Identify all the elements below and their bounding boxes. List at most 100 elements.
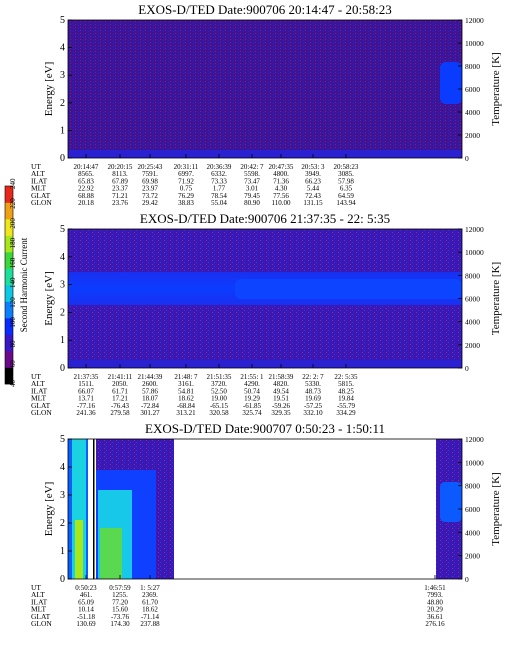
- table-row-label: ALT: [31, 379, 45, 388]
- table-cell: 21:44:39: [138, 373, 163, 381]
- y-right-tick-label: 2000: [465, 341, 480, 350]
- table-row-label: UT: [31, 372, 41, 381]
- table-cell: 20.29: [427, 606, 443, 614]
- table-cell: 4.30: [275, 185, 288, 193]
- table-row-label: ILAT: [31, 597, 48, 606]
- table-cell: 69.98: [142, 177, 158, 185]
- y-tick-label: 1: [60, 546, 65, 557]
- y-tick-label: 2: [60, 518, 65, 529]
- y-right-tick-label: 6000: [465, 85, 480, 94]
- table-cell: 7591.: [142, 170, 158, 178]
- table-cell: 77.20: [112, 598, 128, 606]
- table-cell: -55.79: [337, 402, 356, 410]
- panel-1-heatmap-bg: [68, 20, 462, 158]
- table-cell: 52.50: [211, 387, 227, 395]
- y-axis-label: Energy [eV]: [43, 271, 55, 325]
- table-cell: 1255.: [112, 591, 128, 599]
- y-right-tick-label: 4000: [465, 108, 480, 117]
- colorbar-tick-label: 160: [9, 257, 17, 268]
- panel-2-low-band: [68, 360, 462, 368]
- table-row-label: ILAT: [31, 176, 48, 185]
- table-cell: -73.76: [111, 613, 130, 621]
- colorbar-segment: [5, 318, 13, 335]
- table-cell: 65.09: [78, 598, 94, 606]
- y-right-tick-label: 0: [465, 154, 469, 163]
- table-cell: 73.72: [142, 192, 158, 200]
- table-cell: 3161.: [178, 380, 194, 388]
- table-cell: 3.01: [246, 185, 259, 193]
- y-tick-label: 3: [60, 70, 65, 81]
- table-cell: 61.71: [112, 387, 128, 395]
- table-cell: 48.25: [338, 387, 354, 395]
- table-cell: 143.94: [336, 199, 356, 207]
- table-cell: 130.69: [76, 620, 96, 628]
- table-cell: 18.62: [178, 395, 194, 403]
- colorbar-tick-label: 240: [9, 178, 17, 189]
- y-right-axis-label: Temperature [K]: [490, 52, 502, 125]
- table-cell: 66.23: [305, 177, 321, 185]
- table-cell: 36.61: [427, 613, 443, 621]
- table-cell: 50.74: [244, 387, 260, 395]
- table-cell: 65.83: [78, 177, 94, 185]
- y-right-tick-label: 12000: [465, 435, 484, 444]
- table-cell: 21:55: 1: [240, 373, 264, 381]
- table-cell: 71.21: [112, 192, 128, 200]
- table-row-label: GLON: [31, 198, 52, 207]
- colorbar-segment: [5, 351, 13, 368]
- table-cell: 6997.: [178, 170, 194, 178]
- table-cell: 13.71: [78, 395, 94, 403]
- table-cell: 22: 5:35: [334, 373, 358, 381]
- table-cell: 0.75: [180, 185, 193, 193]
- y-tick-label: 0: [60, 363, 65, 374]
- table-cell: 19.51: [273, 395, 289, 403]
- colorbar-frame: [4, 185, 14, 385]
- table-row-label: GLAT: [31, 612, 51, 621]
- colorbar-label: Second Harmonic Current: [19, 237, 29, 332]
- table-cell: 73.47: [244, 177, 260, 185]
- table-cell: 4800.: [273, 170, 289, 178]
- table-cell: 68.88: [78, 192, 94, 200]
- table-cell: 0:50:23: [75, 584, 97, 592]
- y-right-tick-label: 2000: [465, 552, 480, 561]
- table-cell: 38.83: [178, 199, 194, 207]
- table-cell: 1511.: [78, 380, 94, 388]
- y-tick-label: 3: [60, 280, 65, 291]
- table-cell: 48.73: [305, 387, 321, 395]
- panel-2: EXOS-D/TED Date:900706 21:37:35 - 22: 5:…: [31, 211, 502, 417]
- y-right-tick-label: 4000: [465, 528, 480, 537]
- y-axis-label: Energy [eV]: [43, 62, 55, 116]
- table-cell: 79.45: [244, 192, 260, 200]
- colorbar-segment: [5, 301, 13, 319]
- table-cell: 5.44: [307, 185, 320, 193]
- table-cell: 19.69: [305, 395, 321, 403]
- table-cell: 110.00: [272, 199, 291, 207]
- table-row-label: ALT: [31, 590, 45, 599]
- y-tick-label: 0: [60, 153, 65, 164]
- table-cell: 80.90: [244, 199, 260, 207]
- table-cell: 66.07: [78, 387, 94, 395]
- table-cell: 19.29: [244, 395, 260, 403]
- table-cell: 320.58: [209, 409, 229, 417]
- y-right-tick-label: 8000: [465, 62, 480, 71]
- panel-title: EXOS-D/TED Date:900707 0:50:23 - 1:50:11: [145, 421, 385, 436]
- y-right-tick-label: 8000: [465, 482, 480, 491]
- panel-2-axes: EXOS-D/TED Date:900706 21:37:35 - 22: 5:…: [31, 211, 502, 417]
- table-cell: 241.36: [76, 409, 96, 417]
- table-cell: 1: 5:27: [140, 584, 160, 592]
- colorbar-segment: [5, 268, 13, 286]
- colorbar-tick-label: 220: [9, 198, 17, 209]
- panel-2-core-band: [235, 279, 462, 299]
- table-cell: 3949.: [305, 170, 321, 178]
- table-cell: 20.18: [78, 199, 94, 207]
- table-cell: 49.54: [273, 387, 289, 395]
- table-cell: 71.92: [178, 177, 194, 185]
- table-cell: 22: 2: 7: [302, 373, 324, 381]
- table-cell: 71.36: [273, 177, 289, 185]
- table-cell: 57.98: [338, 177, 354, 185]
- table-cell: 7993.: [427, 591, 443, 599]
- table-cell: 76.29: [178, 192, 194, 200]
- y-right-tick-label: 10000: [465, 248, 484, 257]
- table-row-label: GLON: [31, 619, 52, 628]
- table-row-label: GLON: [31, 408, 52, 417]
